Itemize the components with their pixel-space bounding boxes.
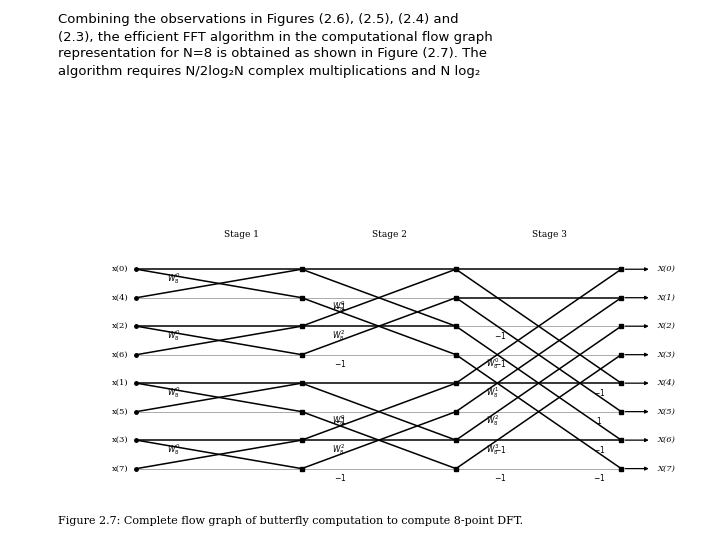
Text: X(0): X(0) bbox=[657, 265, 675, 273]
Text: x(7): x(7) bbox=[112, 464, 128, 472]
Text: X(2): X(2) bbox=[657, 322, 675, 330]
Text: X(1): X(1) bbox=[657, 294, 675, 302]
Text: Figure 2.7: Complete flow graph of butterfly computation to compute 8-point DFT.: Figure 2.7: Complete flow graph of butte… bbox=[58, 516, 523, 526]
Text: $W_8^0$: $W_8^0$ bbox=[167, 385, 180, 400]
Text: $W_8^2$: $W_8^2$ bbox=[486, 413, 500, 428]
Text: $W_8^0$: $W_8^0$ bbox=[167, 442, 180, 457]
Text: $-1$: $-1$ bbox=[494, 358, 506, 369]
Text: x(4): x(4) bbox=[112, 294, 128, 302]
Text: x(2): x(2) bbox=[112, 322, 128, 330]
Text: $W_8^1$: $W_8^1$ bbox=[486, 385, 500, 400]
Text: X(3): X(3) bbox=[657, 350, 675, 359]
Text: x(6): x(6) bbox=[112, 350, 128, 359]
Text: X(7): X(7) bbox=[657, 464, 675, 472]
Text: $W_8^0$: $W_8^0$ bbox=[486, 356, 500, 371]
Text: x(5): x(5) bbox=[112, 408, 128, 416]
Text: x(3): x(3) bbox=[112, 436, 128, 444]
Text: $-1$: $-1$ bbox=[334, 358, 346, 369]
Text: $W_8^2$: $W_8^2$ bbox=[332, 442, 345, 457]
Text: x(1): x(1) bbox=[112, 379, 128, 387]
Text: $W_8^0$: $W_8^0$ bbox=[167, 328, 180, 343]
Text: $W_8^3$: $W_8^3$ bbox=[486, 442, 500, 457]
Text: X(6): X(6) bbox=[657, 436, 675, 444]
Text: $W_8^2$: $W_8^2$ bbox=[332, 328, 345, 343]
Text: $-1$: $-1$ bbox=[593, 387, 606, 397]
Text: $-1$: $-1$ bbox=[593, 472, 606, 483]
Text: $W_8^0$: $W_8^0$ bbox=[167, 271, 180, 286]
Text: x(0): x(0) bbox=[112, 265, 128, 273]
Text: Combining the observations in Figures (2.6), (2.5), (2.4) and
(2.3), the efficie: Combining the observations in Figures (2… bbox=[58, 14, 492, 78]
Text: Stage 1: Stage 1 bbox=[224, 231, 258, 239]
Text: $-1$: $-1$ bbox=[334, 301, 346, 312]
Text: Stage 2: Stage 2 bbox=[372, 231, 408, 239]
Text: $-1$: $-1$ bbox=[494, 329, 506, 341]
Text: $-1$: $-1$ bbox=[593, 443, 606, 455]
Text: $1$: $1$ bbox=[596, 415, 602, 426]
Text: $-1$: $-1$ bbox=[334, 415, 346, 426]
Text: $-1$: $-1$ bbox=[494, 443, 506, 455]
Text: $-1$: $-1$ bbox=[494, 472, 506, 483]
Text: Stage 3: Stage 3 bbox=[532, 231, 567, 239]
Text: $W_8^0$: $W_8^0$ bbox=[332, 299, 346, 314]
Text: $-1$: $-1$ bbox=[334, 472, 346, 483]
Text: X(5): X(5) bbox=[657, 408, 675, 416]
Text: $W_8^0$: $W_8^0$ bbox=[332, 413, 346, 428]
Text: X(4): X(4) bbox=[657, 379, 675, 387]
